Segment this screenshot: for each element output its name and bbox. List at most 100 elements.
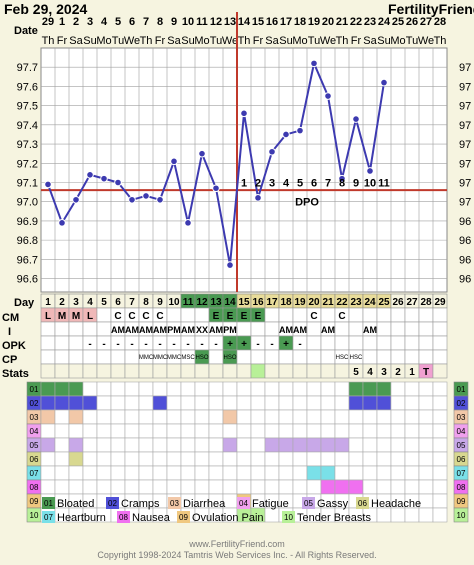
cp-value: MMC (167, 355, 182, 361)
dpo-label: 11 (378, 177, 390, 189)
symptom-cell (264, 395, 280, 411)
symptom-cell (82, 423, 98, 439)
symptom-cell (180, 451, 196, 467)
legend-code: 02 (108, 499, 117, 508)
symptom-cell (96, 465, 112, 481)
day-number: 1 (45, 297, 51, 308)
symptom-legend: 01 Bloated 02 Cramps 03 Diarrhea 04 Fatigue 05 Ga… (42, 497, 421, 524)
symptom-cell (54, 409, 70, 425)
legend-code: 03 (170, 499, 179, 508)
intercourse-cell (306, 321, 322, 337)
temperature-point (352, 115, 360, 123)
symptom-cell (138, 437, 154, 453)
opk-cell (334, 335, 350, 351)
symptom-cell (138, 381, 154, 397)
opk-value: + (283, 339, 289, 350)
symptom-cell (278, 423, 294, 439)
symptom-cell (306, 465, 322, 481)
cm-cell (404, 307, 420, 323)
stats-cell (292, 363, 308, 379)
intercourse-row-label: I (8, 326, 11, 338)
symptom-cell (362, 395, 378, 411)
symptom-cell (278, 479, 294, 495)
day-number: 23 (350, 297, 362, 308)
symptom-cell (362, 381, 378, 397)
symptom-cell (432, 423, 448, 439)
date-tick: 21 (336, 16, 348, 28)
symptom-cell (40, 423, 56, 439)
weekday-tick: Su (279, 35, 292, 47)
day-number: 6 (115, 297, 121, 308)
symptom-cell (180, 381, 196, 397)
y-tick-label: 97.7 (17, 62, 38, 74)
legend-swatch (42, 497, 55, 509)
symptom-cell (264, 507, 280, 523)
symptom-cell (222, 465, 238, 481)
symptom-cell (166, 423, 182, 439)
symptom-cell (54, 465, 70, 481)
y-tick-label: 97.6 (17, 81, 38, 93)
symptom-cell (418, 395, 434, 411)
symptom-cell (348, 465, 364, 481)
temperature-point (114, 178, 122, 187)
symptom-cell (236, 381, 252, 397)
cp-row-label: CP (2, 354, 17, 366)
stats-cell (82, 363, 98, 379)
temperature-point (254, 194, 262, 202)
dpo-caption: DPO (295, 197, 319, 209)
intercourse-cell (390, 321, 406, 337)
cp-cell (208, 349, 224, 365)
symptom-cell (180, 465, 196, 481)
symptom-cell (194, 409, 210, 425)
symptom-cell (222, 409, 238, 425)
stats-cell (166, 363, 182, 379)
symptom-code-right-text: 01 (457, 385, 466, 394)
symptom-cell (432, 507, 448, 523)
symptom-cell (194, 395, 210, 411)
symptom-cell (96, 381, 112, 397)
day-number: 11 (183, 297, 194, 308)
weekday-tick: Fr (155, 35, 166, 47)
cp-cell (54, 349, 70, 365)
date-tick: 17 (280, 16, 292, 28)
date-tick: 18 (294, 16, 306, 28)
intercourse-value: AM (153, 325, 167, 335)
weekday-tick: Mo (390, 35, 405, 47)
legend-code: 08 (119, 513, 128, 522)
symptom-cell (362, 423, 378, 439)
symptom-cell (250, 395, 266, 411)
date-tick: 24 (378, 16, 391, 28)
cm-cell (418, 307, 434, 323)
y-tick-label: 97.5 (17, 101, 38, 113)
weekday-tick: Fr (57, 35, 68, 47)
stats-cell (40, 363, 56, 379)
symptom-cell (152, 451, 168, 467)
legend-swatch (237, 497, 250, 509)
stats-cell (110, 363, 126, 379)
cm-value: E (227, 311, 234, 322)
symptom-code-right (453, 507, 469, 523)
temperature-point (282, 130, 290, 139)
weekday-tick: We (124, 35, 140, 47)
symptom-cell (432, 451, 448, 467)
symptom-cell (124, 423, 140, 439)
cp-value: HSC (350, 355, 363, 361)
symptom-cell (292, 437, 308, 453)
symptom-cell (96, 451, 112, 467)
start-date: Feb 29, 2024 (4, 1, 87, 17)
symptom-cell (278, 381, 294, 397)
symptom-cell (390, 409, 406, 425)
dpo-label: 8 (339, 177, 345, 189)
y-tick-label-right: 97 (459, 139, 471, 151)
data-table: 1 2 3 4 5 6 7 8 9 10 11 12 13 14 15 16 17 18 19 20 21 22 23 24 2… (26, 293, 469, 523)
symptom-cell (292, 423, 308, 439)
symptom-cell (82, 395, 98, 411)
symptom-cell (40, 409, 56, 425)
symptom-code-right-text: 06 (457, 455, 466, 464)
legend-label: Heartburn (57, 512, 106, 524)
intercourse-value: XX (196, 325, 208, 335)
stats-cell (194, 363, 210, 379)
symptom-cell (348, 437, 364, 453)
symptom-cell (138, 395, 154, 411)
legend-code: 04 (239, 499, 248, 508)
